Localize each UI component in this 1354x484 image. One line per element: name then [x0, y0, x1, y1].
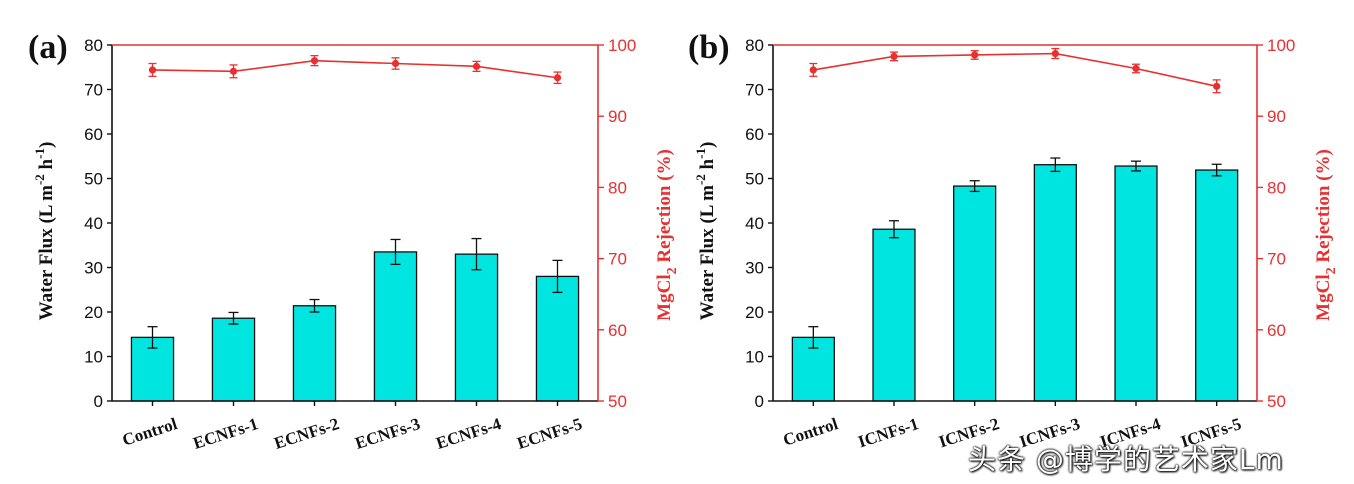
x-tick-label: Control: [781, 414, 841, 450]
right-tick-label: 70: [608, 250, 627, 269]
left-axis-title-part: -1: [693, 148, 708, 159]
panel-label: (a): [28, 29, 68, 66]
right-axis-title-part: 2: [1324, 267, 1339, 274]
right-tick-label: 60: [608, 321, 627, 340]
left-tick-label: 20: [745, 303, 764, 322]
left-tick-label: 30: [84, 259, 103, 278]
right-axis-title: MgCl2 Rejection (%): [1313, 149, 1339, 321]
rejection-point: [391, 59, 400, 68]
x-tick-label: ECNFs-4: [434, 414, 504, 453]
panel-b: 0 10 20 30 40 50 60 70 80 50 60 70 80 90 100 Control ICN…: [688, 29, 1339, 451]
left-tick-label: 0: [755, 392, 764, 411]
rejection-point: [229, 67, 238, 75]
right-tick-label: 90: [608, 107, 627, 126]
left-tick-label: 70: [745, 81, 764, 100]
left-tick-label: 40: [84, 214, 103, 233]
right-axis-title-part: MgCl: [1313, 274, 1334, 320]
left-axis-title-part: -1: [32, 148, 47, 159]
rejection-line: [152, 59, 558, 79]
right-tick-label: 100: [608, 36, 636, 55]
panel-label: (b): [688, 29, 730, 66]
rejection-point: [1132, 64, 1140, 73]
right-tick-label: 100: [1267, 36, 1295, 55]
right-axis-title: MgCl2 Rejection (%): [654, 149, 680, 321]
left-tick-label: 80: [84, 36, 103, 55]
right-tick-label: 80: [1267, 178, 1286, 197]
left-axis-title-part: -2: [32, 174, 47, 185]
left-tick-label: 60: [84, 125, 103, 144]
left-axis-title: Water Flux (L m-2 h-1): [32, 142, 57, 321]
left-tick-label: 50: [745, 170, 764, 189]
rejection-point: [971, 51, 979, 59]
rejection-point: [553, 74, 562, 82]
x-tick-label: ECNFs-5: [515, 414, 585, 453]
right-tick-label: 50: [1267, 392, 1286, 411]
right-tick-label: 50: [608, 392, 627, 411]
left-axis-title-part: -2: [693, 174, 708, 185]
x-tick-label: ECNFs-1: [191, 414, 261, 453]
bar-ICNFs-4: [1114, 165, 1158, 402]
bar-ECNFs-2: [292, 305, 337, 402]
bar-ECNFs-3: [373, 251, 418, 402]
rejection-point: [1051, 49, 1059, 58]
rejection-point: [890, 52, 898, 60]
rejection-line: [813, 52, 1217, 88]
panel-a: 0 10 20 30 40 50 60 70 80 50 60 70 80 90 100 Control ECN…: [28, 29, 680, 453]
bar-ICNFs-1: [872, 228, 916, 402]
left-axis-title-part: Water Flux (L m: [697, 185, 718, 320]
left-tick-label: 80: [745, 36, 764, 55]
left-tick-label: 40: [745, 214, 764, 233]
x-tick-label: ECNFs-2: [272, 414, 342, 453]
left-tick-label: 30: [745, 259, 764, 278]
watermark-text: 头条 @博学的艺术家Lm: [968, 443, 1284, 476]
bar-ECNFs-4: [454, 253, 499, 402]
right-tick-label: 90: [1267, 107, 1286, 126]
bar-ICNFs-2: [953, 185, 997, 402]
x-tick-label: Control: [120, 414, 180, 450]
rejection-point: [472, 62, 481, 70]
left-axis-title-part: h: [36, 158, 57, 174]
left-tick-label: 50: [84, 170, 103, 189]
right-axis-title-part: Rejection (%): [654, 149, 675, 267]
right-tick-label: 70: [1267, 250, 1286, 269]
left-axis-title-part: ): [697, 142, 718, 148]
right-axis-title-part: 2: [665, 267, 680, 274]
left-axis-title-part: h: [697, 158, 718, 174]
left-axis-title-part: ): [36, 142, 57, 148]
right-tick-label: 60: [1267, 321, 1286, 340]
bar-ECNFs-5: [535, 275, 580, 402]
x-tick-label: ICNFs-1: [856, 414, 921, 451]
left-tick-label: 10: [84, 348, 103, 367]
rejection-point: [1213, 82, 1221, 90]
right-tick-label: 80: [608, 178, 627, 197]
bar-ICNFs-3: [1033, 164, 1077, 402]
x-tick-label: ECNFs-3: [353, 414, 423, 453]
left-tick-label: 10: [745, 348, 764, 367]
left-tick-label: 20: [84, 303, 103, 322]
rejection-point: [148, 66, 157, 74]
bar-ECNFs-1: [211, 317, 256, 402]
left-axis-title-part: Water Flux (L m: [36, 185, 57, 320]
right-axis-title-part: MgCl: [654, 274, 675, 320]
left-tick-label: 60: [745, 125, 764, 144]
rejection-point: [310, 57, 319, 65]
bar-ICNFs-5: [1195, 169, 1239, 402]
left-tick-label: 0: [94, 392, 103, 411]
right-axis-title-part: Rejection (%): [1313, 149, 1334, 267]
left-axis-title: Water Flux (L m-2 h-1): [693, 142, 718, 321]
rejection-point: [809, 66, 817, 74]
left-tick-label: 70: [84, 81, 103, 100]
